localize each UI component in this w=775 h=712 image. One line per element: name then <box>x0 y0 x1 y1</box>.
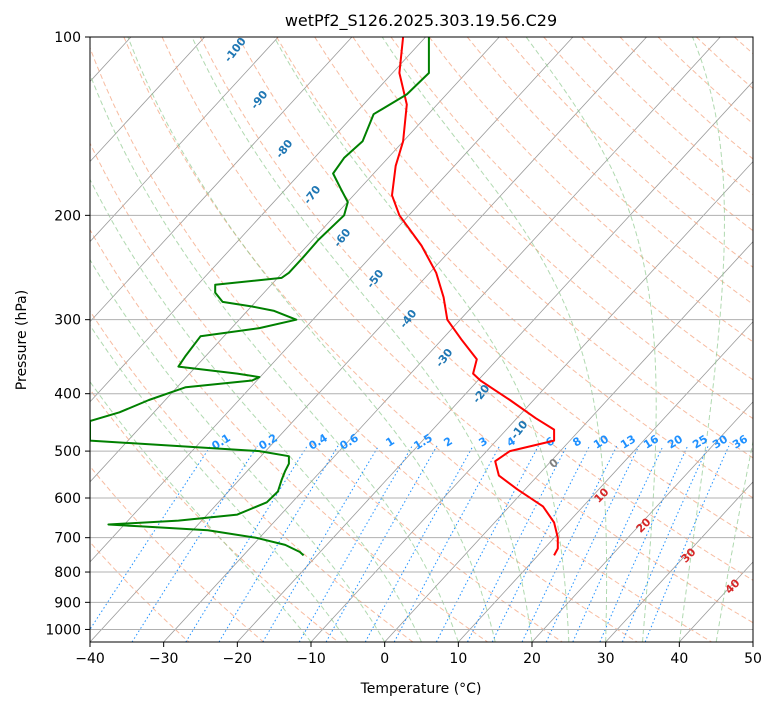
x-tick-label: 30 <box>597 651 615 667</box>
y-tick-label: 200 <box>54 208 81 224</box>
plot-background <box>90 37 753 642</box>
x-axis-label: Temperature (°C) <box>360 681 482 697</box>
y-tick-label: 700 <box>54 531 81 547</box>
y-axis-label: Pressure (hPa) <box>14 290 30 390</box>
x-tick-label: −40 <box>75 651 105 667</box>
x-tick-label: −10 <box>296 651 326 667</box>
y-tick-label: 300 <box>54 313 81 329</box>
x-tick-label: 50 <box>744 651 762 667</box>
y-tick-label: 100 <box>54 30 81 46</box>
y-tick-label: 400 <box>54 387 81 403</box>
y-tick-label: 600 <box>54 491 81 507</box>
chart-title: wetPf2_S126.2025.303.19.56.C29 <box>285 11 557 31</box>
y-tick-label: 500 <box>54 444 81 460</box>
y-tick-label: 800 <box>54 565 81 581</box>
x-tick-label: −30 <box>149 651 179 667</box>
x-tick-label: 20 <box>523 651 541 667</box>
x-tick-label: 40 <box>670 651 688 667</box>
y-tick-label: 900 <box>54 595 81 611</box>
x-tick-label: 0 <box>380 651 389 667</box>
y-tick-label: 1000 <box>45 622 81 638</box>
x-tick-label: −20 <box>223 651 253 667</box>
x-tick-label: 10 <box>449 651 467 667</box>
